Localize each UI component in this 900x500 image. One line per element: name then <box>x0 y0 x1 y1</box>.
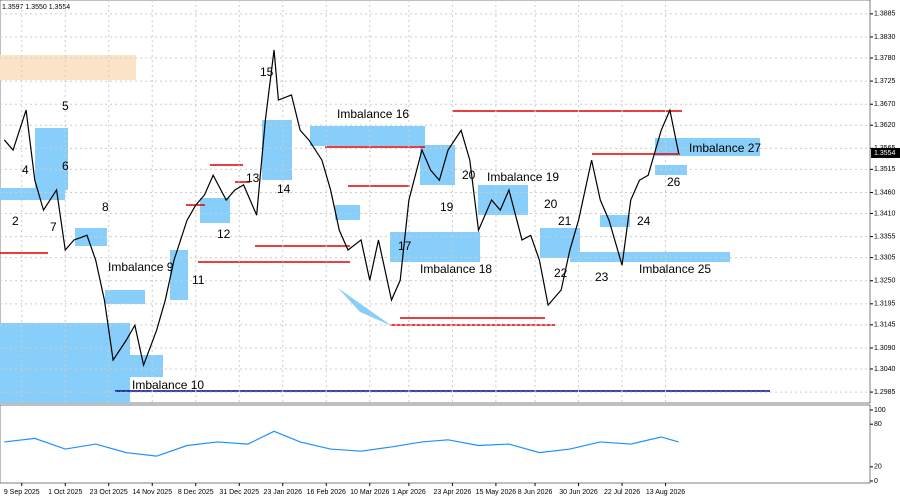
y-tick-label: 1.3040 <box>874 366 896 373</box>
x-tick-label: 8 Jun 2026 <box>518 489 553 496</box>
y-tick-label: 1.3885 <box>874 11 896 18</box>
annotation: 7 <box>50 220 57 234</box>
y-tick-label: 1.3780 <box>874 55 896 62</box>
y-tick-label: 100 <box>874 407 886 414</box>
y-tick-label: 1.3355 <box>874 233 896 240</box>
annotation: 23 <box>595 270 609 284</box>
annotation: Imbalance 9 <box>108 260 174 274</box>
zone <box>262 120 292 180</box>
x-tick-label: 31 Dec 2025 <box>219 489 259 496</box>
annotation: 11 <box>192 273 205 287</box>
y-tick-label: 1.3250 <box>874 278 896 285</box>
annotation: Imbalance 27 <box>689 141 761 155</box>
x-tick-label: 23 Jan 2026 <box>263 489 302 496</box>
y-tick-label: 0 <box>874 478 878 485</box>
x-tick-label: 1 Apr 2026 <box>392 489 426 496</box>
indicator-pane <box>0 404 871 484</box>
y-tick-label: 1.3725 <box>874 78 896 85</box>
annotation: Imbalance 18 <box>420 262 492 276</box>
x-tick-label: 23 Oct 2025 <box>90 489 128 496</box>
zone <box>338 288 392 326</box>
y-tick-label: 1.3460 <box>874 189 896 196</box>
y-tick-label: 1.3410 <box>874 210 896 217</box>
annotation: 24 <box>637 214 651 228</box>
zone <box>335 205 360 220</box>
annotation: 20 <box>544 197 558 211</box>
y-tick-label: 20 <box>874 464 882 471</box>
annotation: 21 <box>558 214 572 228</box>
annotation: 13 <box>246 171 260 185</box>
zone <box>478 185 528 215</box>
y-tick-label: 1.3195 <box>874 301 896 308</box>
zone <box>0 55 136 80</box>
main-pane <box>0 0 871 404</box>
x-tick-label: 16 Feb 2026 <box>307 489 346 496</box>
x-tick-label: 1 Oct 2025 <box>48 489 82 496</box>
x-tick-label: 8 Dec 2025 <box>178 489 214 496</box>
x-tick-label: 13 Aug 2026 <box>646 489 685 496</box>
annotation: 17 <box>398 239 412 253</box>
y-tick-label: 80 <box>874 421 882 428</box>
price-line <box>4 430 679 457</box>
price-tag-label: 1.3554 <box>874 150 896 157</box>
y-tick-label: 1.3670 <box>874 101 896 108</box>
annotation: Imbalance 10 <box>132 378 204 392</box>
zone <box>655 138 760 156</box>
y-tick-label: 1.2985 <box>874 389 896 396</box>
zone <box>310 126 425 146</box>
zones <box>0 55 760 403</box>
annotation: 19 <box>440 200 454 214</box>
x-tick-label: 9 Sep 2025 <box>4 489 40 496</box>
y-tick-label: 1.3090 <box>874 345 896 352</box>
price-line <box>3 49 680 368</box>
y-tick-label: 1.3830 <box>874 34 896 41</box>
y-tick-label: 1.3515 <box>874 166 896 173</box>
y-tick-label: 1.3305 <box>874 254 896 261</box>
annotation: 20 <box>462 168 476 182</box>
annotation: 26 <box>667 175 681 189</box>
header: 1.3597 1.3550 1.3554 <box>2 4 70 11</box>
annotation: Imbalance 19 <box>487 170 559 184</box>
annotation: 5 <box>62 99 69 113</box>
price-tag <box>871 147 900 158</box>
zone <box>655 165 687 175</box>
zone <box>105 290 145 304</box>
zone <box>0 188 65 200</box>
annotation: 8 <box>102 200 109 214</box>
x-tick-label: 23 Apr 2026 <box>434 489 472 496</box>
annotation: 4 <box>22 163 29 177</box>
x-tick-label: 14 Nov 2025 <box>132 489 172 496</box>
zone <box>200 198 230 223</box>
x-tick-label: 10 Mar 2026 <box>350 489 389 496</box>
x-tick-label: 15 May 2026 <box>476 489 517 496</box>
x-tick-label: 30 Jun 2026 <box>559 489 598 496</box>
zone <box>570 252 730 262</box>
y-tick-label: 1.3620 <box>874 122 896 129</box>
annotation: 22 <box>554 266 568 280</box>
levels <box>0 110 770 392</box>
y-tick-label: 1.3145 <box>874 322 896 329</box>
zone <box>170 250 188 300</box>
annotation: 2 <box>12 214 19 228</box>
annotation: Imbalance 25 <box>639 262 711 276</box>
annotation: 6 <box>62 159 69 173</box>
annotation: 12 <box>217 227 231 241</box>
annotation: 14 <box>277 182 291 196</box>
annotation: Imbalance 16 <box>337 107 409 121</box>
zone <box>600 215 630 227</box>
annotation: 15 <box>260 65 274 79</box>
zone <box>35 128 68 190</box>
x-tick-label: 22 Jul 2026 <box>604 489 640 496</box>
